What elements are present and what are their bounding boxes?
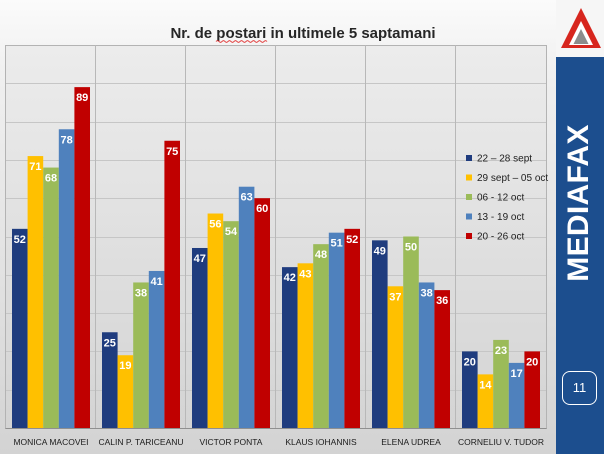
data-label-calin-p-tariceanu-06-12-oct: 38 xyxy=(135,287,147,299)
bar-corneliu-v-tudor-29-sept-05-oct xyxy=(477,374,494,428)
bar-elena-udrea-20-26-oct xyxy=(434,290,450,428)
bar-monica-macovei-20-26-oct xyxy=(74,87,90,428)
bar-elena-udrea-06-12-oct xyxy=(403,236,419,428)
legend-item-06-12-oct: 06 - 12 oct xyxy=(466,193,524,204)
legend-swatch-20-26-oct xyxy=(466,233,472,239)
legend-label-13-19-oct: 13 - 19 oct xyxy=(477,212,524,223)
legend-label-22-28-sept: 22 – 28 sept xyxy=(477,154,532,165)
bar-corneliu-v-tudor-13-19-oct xyxy=(508,362,525,428)
data-label-monica-macovei-13-19-oct: 78 xyxy=(60,134,72,146)
chart: 52 25 47 42 49 20 71 19 56 43 37 14 68 38 54 48 50 23 78 41… xyxy=(5,25,548,447)
legend: 22 – 28 sept 29 sept – 05 oct 06 - 12 oct 1… xyxy=(466,154,548,243)
legend-item-29-sept-05-oct: 29 sept – 05 oct xyxy=(466,173,548,184)
data-label-elena-udrea-22-28-sept: 49 xyxy=(374,245,386,257)
bar-klaus-iohannis-13-19-oct xyxy=(328,232,345,428)
bar-victor-ponta-20-26-oct xyxy=(254,198,270,428)
data-label-victor-ponta-13-19-oct: 63 xyxy=(240,192,252,204)
legend-label-06-12-oct: 06 - 12 oct xyxy=(477,193,524,204)
bar-monica-macovei-06-12-oct xyxy=(43,167,59,428)
data-label-klaus-iohannis-13-19-oct: 51 xyxy=(330,238,342,250)
gridlines xyxy=(6,45,546,428)
bar-calin-p-tariceanu-29-sept-05-oct xyxy=(117,355,134,428)
data-label-calin-p-tariceanu-13-19-oct: 41 xyxy=(150,276,162,288)
legend-swatch-13-19-oct xyxy=(466,213,472,220)
category-label-monica-macovei: MONICA MACOVEI xyxy=(13,437,88,447)
bar-calin-p-tariceanu-13-19-oct xyxy=(148,270,165,428)
category-label-calin-p-tariceanu: CALIN P. TARICEANU xyxy=(98,437,183,447)
bar-calin-p-tariceanu-22-28-sept xyxy=(102,332,118,428)
data-label-corneliu-v-tudor-22-28-sept: 20 xyxy=(464,356,476,368)
bars xyxy=(12,87,540,428)
data-label-monica-macovei-29-sept-05-oct: 71 xyxy=(29,161,41,173)
brand-name: MEDIAFAX xyxy=(562,124,595,282)
legend-item-22-28-sept: 22 – 28 sept xyxy=(466,154,532,165)
data-label-elena-udrea-20-26-oct: 36 xyxy=(436,295,448,307)
data-label-corneliu-v-tudor-29-sept-05-oct: 14 xyxy=(479,379,492,391)
data-label-victor-ponta-22-28-sept: 47 xyxy=(194,253,206,265)
mediafax-triangle-logo-icon xyxy=(561,8,601,48)
legend-label-29-sept-05-oct: 29 sept – 05 oct xyxy=(477,173,548,184)
legend-swatch-06-12-oct xyxy=(466,194,472,200)
data-label-monica-macovei-20-26-oct: 89 xyxy=(76,92,88,104)
data-label-corneliu-v-tudor-13-19-oct: 17 xyxy=(510,368,522,380)
data-label-monica-macovei-06-12-oct: 68 xyxy=(45,173,57,185)
category-label-klaus-iohannis: KLAUS IOHANNIS xyxy=(285,437,357,447)
bar-elena-udrea-29-sept-05-oct xyxy=(387,286,404,428)
bar-elena-udrea-22-28-sept xyxy=(372,240,388,428)
data-label-klaus-iohannis-29-sept-05-oct: 43 xyxy=(299,268,311,280)
legend-item-20-26-oct: 20 - 26 oct xyxy=(466,232,524,243)
data-label-elena-udrea-06-12-oct: 50 xyxy=(405,242,417,254)
bar-victor-ponta-29-sept-05-oct xyxy=(207,213,224,428)
data-label-victor-ponta-20-26-oct: 60 xyxy=(256,203,268,215)
data-label-victor-ponta-06-12-oct: 54 xyxy=(225,226,238,238)
bar-monica-macovei-29-sept-05-oct xyxy=(27,156,44,428)
bar-klaus-iohannis-22-28-sept xyxy=(282,267,298,428)
bar-klaus-iohannis-06-12-oct xyxy=(313,244,329,428)
bar-monica-macovei-13-19-oct xyxy=(58,129,75,428)
bar-calin-p-tariceanu-20-26-oct xyxy=(164,140,180,428)
bar-corneliu-v-tudor-20-26-oct xyxy=(524,351,540,428)
legend-swatch-22-28-sept xyxy=(466,155,472,161)
bar-klaus-iohannis-29-sept-05-oct xyxy=(297,263,314,428)
category-label-elena-udrea: ELENA UDREA xyxy=(381,437,441,447)
data-label-calin-p-tariceanu-22-28-sept: 25 xyxy=(104,337,116,349)
bar-corneliu-v-tudor-06-12-oct xyxy=(493,339,509,428)
category-labels: MONICA MACOVEI CALIN P. TARICEANU VICTOR P… xyxy=(13,437,544,447)
data-label-elena-udrea-13-19-oct: 38 xyxy=(420,287,432,299)
legend-swatch-29-sept-05-oct xyxy=(466,174,472,181)
page-number: 11 xyxy=(562,371,597,405)
bar-klaus-iohannis-20-26-oct xyxy=(344,228,360,428)
bar-victor-ponta-22-28-sept xyxy=(192,247,208,428)
chart-title: Nr. de postari in ultimele 5 saptamani xyxy=(170,25,435,42)
bar-victor-ponta-06-12-oct xyxy=(223,221,239,428)
data-label-corneliu-v-tudor-06-12-oct: 23 xyxy=(495,345,507,357)
bar-elena-udrea-13-19-oct xyxy=(418,282,435,428)
bar-calin-p-tariceanu-06-12-oct xyxy=(133,282,149,428)
data-label-monica-macovei-22-28-sept: 52 xyxy=(14,234,26,246)
data-label-calin-p-tariceanu-29-sept-05-oct: 19 xyxy=(119,360,131,372)
logo-inner-triangle xyxy=(573,29,589,44)
spellcheck-underline xyxy=(215,40,268,43)
data-label-victor-ponta-29-sept-05-oct: 56 xyxy=(209,219,221,231)
category-label-corneliu-v-tudor: CORNELIU V. TUDOR xyxy=(458,437,544,447)
bar-victor-ponta-13-19-oct xyxy=(238,186,255,428)
bar-corneliu-v-tudor-22-28-sept xyxy=(462,351,478,428)
bar-monica-macovei-22-28-sept xyxy=(12,228,28,428)
legend-item-13-19-oct: 13 - 19 oct xyxy=(466,212,524,223)
data-label-calin-p-tariceanu-20-26-oct: 75 xyxy=(166,146,178,158)
data-label-klaus-iohannis-20-26-oct: 52 xyxy=(346,234,358,246)
legend-label-20-26-oct: 20 - 26 oct xyxy=(477,232,524,243)
category-label-victor-ponta: VICTOR PONTA xyxy=(200,437,263,447)
data-label-elena-udrea-29-sept-05-oct: 37 xyxy=(389,291,401,303)
brand-band: MEDIAFAX 11 xyxy=(556,57,604,454)
data-label-klaus-iohannis-22-28-sept: 42 xyxy=(284,272,296,284)
logo-area xyxy=(556,0,604,57)
data-label-klaus-iohannis-06-12-oct: 48 xyxy=(315,249,327,261)
data-labels: 52 25 47 42 49 20 71 19 56 43 37 14 68 38 54 48 50 23 78 41… xyxy=(14,92,539,391)
data-label-corneliu-v-tudor-20-26-oct: 20 xyxy=(526,356,538,368)
